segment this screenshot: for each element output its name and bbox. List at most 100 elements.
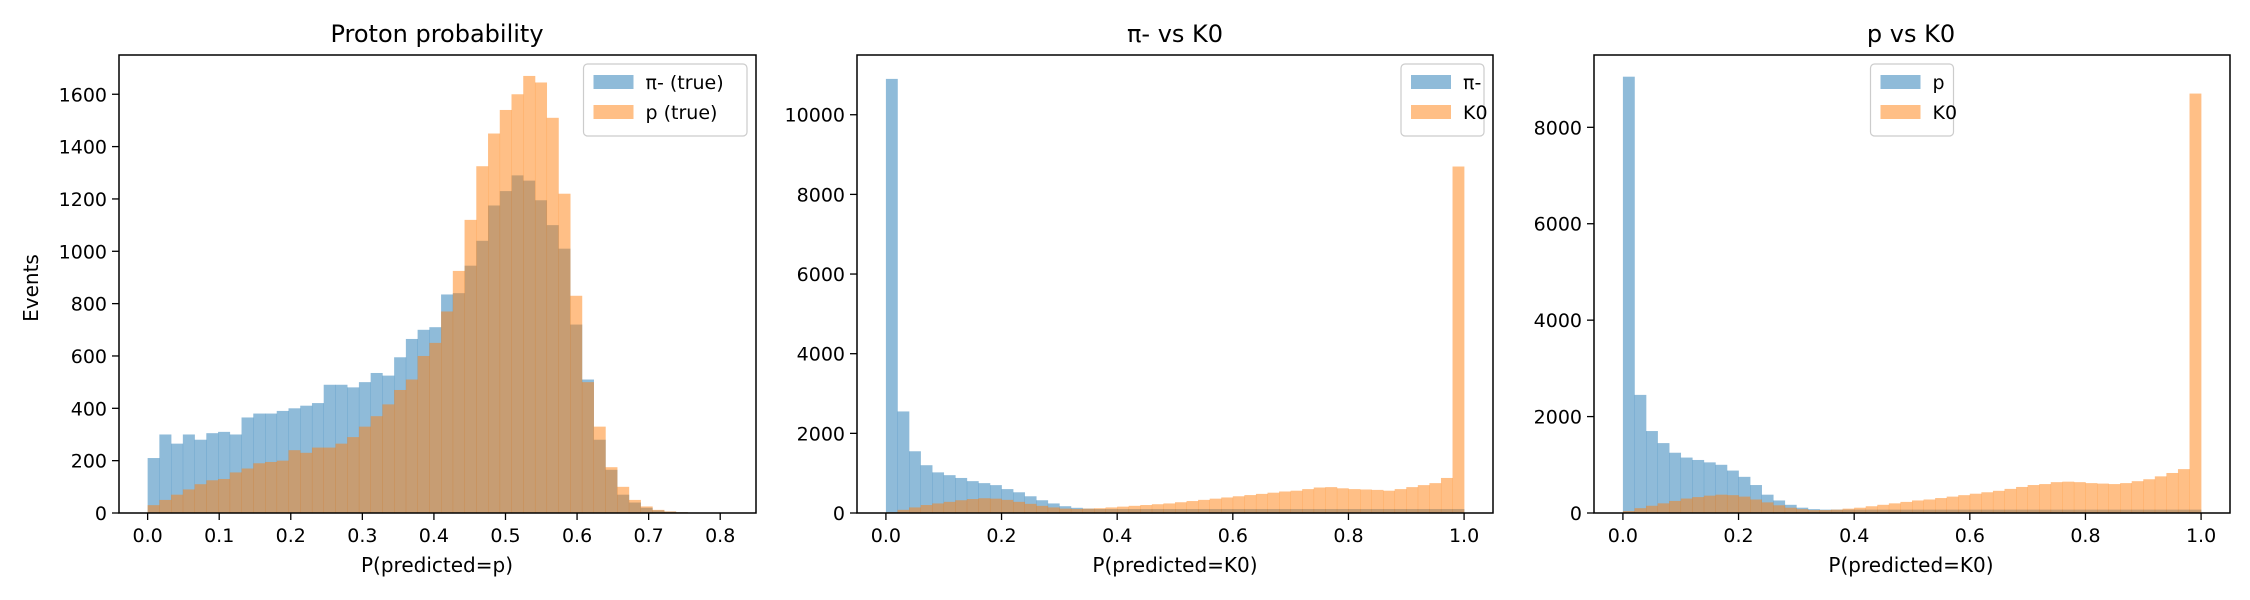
histogram-bar — [943, 501, 956, 513]
y-tick-label: 8000 — [797, 184, 845, 206]
x-tick-label: 0.4 — [419, 525, 449, 547]
histogram-bar — [2108, 484, 2121, 513]
histogram-bar — [1036, 505, 1049, 513]
histogram-bar — [1013, 501, 1025, 513]
legend-swatch — [1880, 105, 1921, 119]
histogram-bar — [989, 498, 1002, 513]
histogram-bar — [1912, 500, 1924, 513]
histogram-bar — [1680, 457, 1693, 513]
histogram-bar — [2039, 484, 2052, 513]
histogram-bar — [1692, 459, 1705, 513]
histogram-bar — [1082, 508, 1095, 513]
histogram-bar — [897, 411, 910, 513]
histogram-bar — [1302, 489, 1315, 513]
histogram-bar — [2050, 482, 2063, 513]
histogram-bar — [206, 480, 219, 513]
histogram-bar — [909, 451, 921, 513]
histogram-bar — [370, 416, 383, 513]
histogram-bar — [2166, 472, 2179, 513]
histogram-bar — [488, 133, 501, 513]
chart-title: Proton probability — [330, 20, 543, 48]
histogram-bar — [534, 82, 548, 513]
histogram-bar — [1669, 500, 1682, 513]
histogram-bar — [1175, 502, 1187, 513]
histogram-bar — [1715, 494, 1728, 513]
histogram-bar — [358, 426, 371, 513]
histogram-bar — [311, 447, 324, 513]
histogram-bar — [265, 461, 278, 513]
x-tick-label: 1.0 — [1449, 525, 1479, 547]
histogram-bar — [897, 509, 910, 513]
histogram-bar — [1854, 507, 1867, 513]
histogram-bar — [1981, 492, 1994, 513]
histogram-bar — [1992, 490, 2005, 513]
histogram-bar — [885, 78, 898, 513]
histogram-bar — [2143, 479, 2156, 513]
histogram-bar — [955, 500, 968, 513]
histogram-bar — [1290, 490, 1303, 513]
histogram-bar — [241, 468, 254, 513]
histogram-bar — [1117, 506, 1130, 513]
histogram-bar — [1622, 76, 1635, 514]
histogram-bar — [1429, 483, 1442, 513]
histogram-bar — [1726, 470, 1739, 513]
y-tick-label: 2000 — [797, 423, 845, 445]
histogram-bar — [288, 450, 301, 513]
histogram-bar — [1888, 503, 1901, 513]
histogram-bar — [499, 109, 512, 514]
histogram-bar — [253, 463, 266, 513]
legend-label: π- — [1463, 72, 1481, 94]
histogram-bar — [1440, 477, 1453, 513]
histogram-bar — [1680, 498, 1693, 513]
legend-swatch — [1411, 105, 1451, 119]
x-tick-label: 0.8 — [1333, 525, 1363, 547]
histogram-bar — [1923, 499, 1936, 513]
histogram-bar — [1047, 507, 1060, 513]
histogram-bar — [1255, 493, 1268, 513]
histogram-bar — [394, 389, 407, 513]
histogram-bar — [1738, 476, 1751, 513]
histogram-bar — [966, 499, 979, 513]
x-tick-label: 0.6 — [1955, 525, 1985, 547]
legend-swatch — [593, 75, 634, 89]
histogram-bar — [1750, 499, 1762, 513]
histogram-bar — [452, 270, 465, 513]
histogram-bar — [1394, 489, 1407, 513]
histogram-bar — [1935, 498, 1947, 513]
histogram-bar — [1001, 499, 1014, 513]
x-tick-label: 0.8 — [2070, 525, 2100, 547]
x-tick-label: 0.8 — [705, 525, 735, 547]
histogram-bar — [2154, 476, 2167, 513]
histogram-bar — [1657, 503, 1670, 513]
histogram-bar — [335, 443, 348, 513]
histogram-bar — [523, 75, 536, 514]
histogram-bar — [932, 503, 945, 513]
y-tick-label: 200 — [71, 451, 107, 473]
histogram-bar — [147, 505, 160, 513]
series-1 — [1622, 93, 2202, 513]
histogram-bar — [943, 475, 956, 513]
y-tick-label: 6000 — [1534, 214, 1582, 236]
histogram-bar — [2016, 486, 2028, 513]
histogram-bar — [511, 94, 524, 513]
histogram-bar — [218, 478, 231, 513]
histogram-bar — [1761, 502, 1774, 513]
legend-label: K0 — [1933, 102, 1958, 124]
histogram-bar — [617, 486, 630, 513]
histogram-bar — [1784, 507, 1797, 513]
histogram-bar — [1186, 501, 1199, 513]
histogram-bar — [2073, 482, 2086, 513]
x-tick-label: 0.4 — [1839, 525, 1869, 547]
y-tick-label: 800 — [71, 294, 107, 316]
histogram-bar — [1209, 498, 1222, 513]
histogram-bar — [664, 511, 677, 513]
histogram-bar — [1151, 504, 1164, 513]
x-tick-label: 0.6 — [1218, 525, 1248, 547]
histogram-bar — [1657, 443, 1670, 513]
histogram-bar — [1267, 492, 1280, 513]
x-tick-label: 0.1 — [204, 525, 234, 547]
axes-frame — [1593, 54, 2231, 514]
histogram-bar — [1865, 506, 1878, 513]
histogram-bar — [1715, 464, 1728, 513]
histogram-bar — [1796, 509, 1809, 513]
